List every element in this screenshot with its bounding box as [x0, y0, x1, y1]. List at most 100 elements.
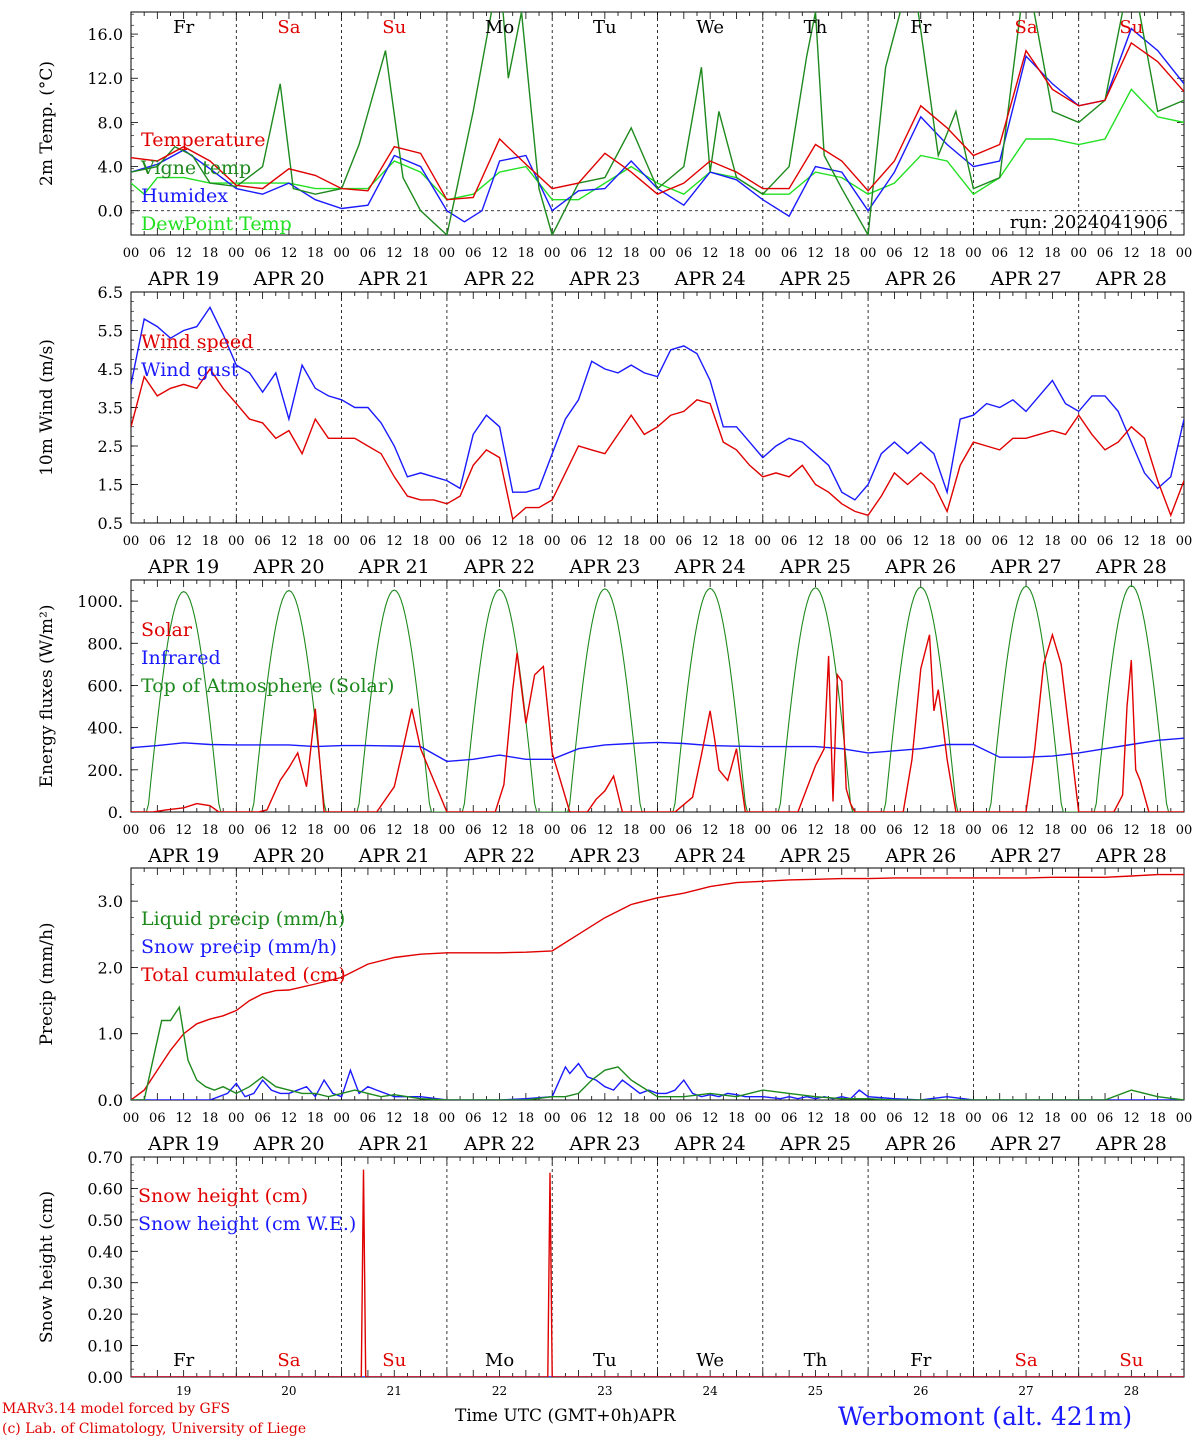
run-annotation: run: 2024041906: [1010, 212, 1168, 233]
hour-tick-label: 06: [570, 1111, 587, 1126]
hour-tick-label: 18: [202, 534, 219, 549]
hour-tick-label: 12: [491, 1111, 508, 1126]
hour-tick-label: 06: [991, 246, 1008, 261]
series-line-total-cumulated-cm-: [131, 873, 1184, 1100]
hour-tick-label: 00: [123, 823, 140, 838]
hour-tick-label: 12: [386, 1111, 403, 1126]
hour-tick-label: 06: [465, 1111, 482, 1126]
hour-tick-label: 12: [281, 246, 298, 261]
day-label: Mo: [485, 17, 514, 38]
hour-tick-label: 12: [912, 823, 929, 838]
y-tick-label: 5.5: [98, 322, 123, 341]
hour-tick-label: 00: [1176, 1111, 1193, 1126]
hour-tick-label: 18: [1149, 534, 1166, 549]
date-label: APR 21: [358, 556, 430, 578]
hour-tick-label: 12: [912, 534, 929, 549]
hour-tick-label: 18: [623, 246, 640, 261]
plot-area: [131, 306, 1184, 521]
hour-tick-label: 00: [1070, 1111, 1087, 1126]
legend-entry: Infrared: [141, 647, 221, 669]
date-label: APR 21: [358, 845, 430, 867]
hour-tick-label: 00: [439, 534, 456, 549]
day-label: Fr: [173, 1350, 194, 1371]
date-label: APR 27: [990, 268, 1062, 290]
hour-tick-label: 06: [1097, 246, 1114, 261]
hour-tick-label: 00: [1176, 534, 1193, 549]
hour-tick-label: 06: [1097, 823, 1114, 838]
hour-tick-label: 18: [728, 246, 745, 261]
hour-tick-label: 12: [597, 823, 614, 838]
hour-tick-label: 12: [702, 823, 719, 838]
date-label: APR 24: [674, 268, 746, 290]
y-tick-label: 4.5: [98, 360, 123, 379]
hour-tick-label: 12: [702, 1111, 719, 1126]
date-label: APR 20: [252, 1133, 324, 1155]
date-label: APR 22: [463, 845, 535, 867]
y-tick-label: 0.60: [87, 1179, 123, 1198]
series-line-wind-gust: [131, 306, 1184, 501]
hour-tick-label: 12: [807, 246, 824, 261]
y-tick-label: 2.0: [98, 958, 123, 977]
hour-tick-label: 00: [649, 246, 666, 261]
hour-tick-label: 18: [307, 246, 324, 261]
panel-2: 0.5 1.5 2.5 3.5 4.5 5.5 6.5 10m Wind (m/s) Wind …: [37, 283, 1192, 578]
hour-tick-label: 18: [1149, 823, 1166, 838]
hour-tick-label: 12: [912, 1111, 929, 1126]
hour-tick-label: 06: [886, 246, 903, 261]
hour-tick-label: 06: [149, 1111, 166, 1126]
legend-entry: Wind gust: [141, 359, 239, 381]
hour-tick-label: 06: [781, 534, 798, 549]
hour-tick-label: 18: [1044, 823, 1061, 838]
hour-tick-label: 12: [491, 246, 508, 261]
day-label: Mo: [485, 1350, 514, 1371]
hour-tick-label: 12: [175, 823, 192, 838]
y-tick-label: 4.0: [98, 158, 123, 177]
legend-entry: Liquid precip (mm/h): [141, 908, 345, 930]
day-number-label: 20: [281, 1384, 296, 1398]
hour-tick-label: 18: [834, 1111, 851, 1126]
hour-tick-label: 18: [307, 823, 324, 838]
hour-tick-label: 06: [149, 823, 166, 838]
hour-tick-label: 12: [1123, 246, 1140, 261]
hour-tick-label: 18: [728, 534, 745, 549]
legend-entry: Snow height (cm W.E.): [138, 1213, 356, 1235]
hour-tick-label: 00: [333, 1111, 350, 1126]
hour-tick-label: 00: [439, 823, 456, 838]
hour-tick-label: 06: [991, 823, 1008, 838]
hour-tick-label: 00: [123, 534, 140, 549]
hour-tick-label: 18: [623, 823, 640, 838]
date-label: APR 24: [674, 556, 746, 578]
hour-tick-label: 06: [254, 823, 271, 838]
series-line-liquid-precip-mm-h-: [131, 1005, 1184, 1100]
y-tick-label: 1.5: [98, 476, 123, 495]
plot-area: [131, 1169, 1184, 1377]
day-label: Fr: [173, 17, 194, 38]
hour-tick-label: 06: [781, 1111, 798, 1126]
hour-tick-label: 18: [1149, 246, 1166, 261]
day-label: Su: [1119, 1350, 1143, 1371]
hour-tick-label: 06: [254, 534, 271, 549]
hour-tick-label: 00: [755, 1111, 772, 1126]
day-label: Tu: [593, 17, 617, 38]
date-label: APR 28: [1095, 556, 1167, 578]
y-tick-label: 12.0: [87, 69, 123, 88]
y-tick-label: 200.: [87, 761, 123, 780]
hour-tick-label: 00: [228, 823, 245, 838]
hour-tick-label: 00: [333, 823, 350, 838]
hour-tick-label: 06: [149, 534, 166, 549]
hour-tick-label: 12: [1123, 823, 1140, 838]
hour-tick-label: 00: [649, 823, 666, 838]
hour-tick-label: 18: [623, 534, 640, 549]
date-label: APR 21: [358, 1133, 430, 1155]
lab-credit: (c) Lab. of Climatology, University of L…: [2, 1421, 307, 1437]
hour-tick-label: 12: [597, 246, 614, 261]
series-line-temperature: [131, 41, 1184, 201]
plot-area: [131, 12, 1184, 235]
hour-tick-label: 06: [886, 823, 903, 838]
hour-tick-label: 06: [1097, 1111, 1114, 1126]
date-label: APR 26: [884, 268, 956, 290]
hour-tick-label: 18: [518, 246, 535, 261]
y-tick-label: 0.50: [87, 1211, 123, 1230]
hour-tick-label: 18: [307, 534, 324, 549]
y-tick-label: 1000.: [77, 592, 123, 611]
